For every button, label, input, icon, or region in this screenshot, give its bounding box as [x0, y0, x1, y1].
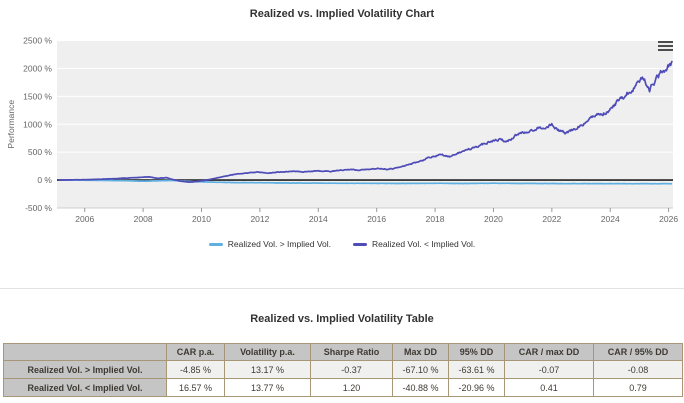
volatility-stats-table: CAR p.a. Volatility p.a. Sharpe Ratio Ma…: [3, 343, 683, 397]
row-label: Realized Vol. < Implied Vol.: [3, 378, 167, 397]
hamburger-icon: [658, 44, 673, 47]
column-header-car-pa: CAR p.a.: [166, 343, 225, 361]
y-tick-label: 1500 %: [23, 91, 52, 101]
section-divider: [0, 288, 684, 289]
column-header-car-max-dd: CAR / max DD: [504, 343, 594, 361]
cell-car-max-dd: -0.07: [504, 360, 594, 379]
legend-item-realized-lt-implied[interactable]: Realized Vol. < Implied Vol.: [353, 239, 475, 249]
legend-label: Realized Vol. < Implied Vol.: [372, 239, 476, 249]
hamburger-icon: [658, 48, 673, 51]
y-tick-label: 1000 %: [23, 119, 52, 129]
cell-max-dd: -67.10 %: [392, 360, 449, 379]
cell-max-dd: -40.88 %: [392, 378, 449, 397]
cell-volatility-pa: 13.17 %: [224, 360, 311, 379]
x-tick-label: 2014: [309, 214, 328, 224]
cell-car-pa: -4.85 %: [166, 360, 225, 379]
legend-line-swatch-icon: [208, 242, 223, 246]
x-tick-label: 2016: [367, 214, 386, 224]
x-tick-label: 2008: [134, 214, 153, 224]
table-row: Realized Vol. > Implied Vol. -4.85 % 13.…: [3, 360, 683, 379]
column-header-95-dd: 95% DD: [448, 343, 505, 361]
x-tick-label: 2026: [659, 214, 678, 224]
y-tick-label: 2000 %: [23, 63, 52, 73]
x-tick-label: 2012: [250, 214, 269, 224]
cell-volatility-pa: 13.77 %: [224, 378, 311, 397]
y-tick-label: -500 %: [25, 203, 52, 213]
chart-legend: Realized Vol. > Implied Vol. Realized Vo…: [0, 239, 684, 249]
cell-95-dd: -20.96 %: [448, 378, 505, 397]
y-tick-label: 500 %: [28, 147, 53, 157]
y-tick-label: 0 %: [37, 175, 52, 185]
hamburger-icon: [658, 40, 673, 43]
y-tick-label: 2500 %: [23, 36, 52, 46]
x-tick-label: 2006: [75, 214, 94, 224]
column-header-sharpe-ratio: Sharpe Ratio: [310, 343, 393, 361]
volatility-chart: 2500 % 2000 % 1500 % 1000 % 500 % 0 % -500 % 20…: [6, 36, 678, 225]
table-row: Realized Vol. < Implied Vol. 16.57 % 13.…: [3, 378, 683, 397]
column-header-car-95-dd: CAR / 95% DD: [593, 343, 683, 361]
table-title: Realized vs. Implied Volatility Table: [250, 313, 434, 325]
x-tick-label: 2024: [601, 214, 620, 224]
cell-car-pa: 16.57 %: [166, 378, 225, 397]
row-label: Realized Vol. > Implied Vol.: [3, 360, 167, 379]
chart-context-menu-button[interactable]: [658, 37, 676, 54]
legend-item-realized-gt-implied[interactable]: Realized Vol. > Implied Vol.: [208, 239, 331, 249]
cell-sharpe-ratio: -0.37: [310, 360, 393, 379]
table-header-row: CAR p.a. Volatility p.a. Sharpe Ratio Ma…: [3, 343, 683, 361]
cell-car-max-dd: 0.41: [504, 378, 594, 397]
x-tick-label: 2010: [192, 214, 211, 224]
column-header-empty: [3, 343, 167, 361]
cell-car-95-dd: 0.79: [593, 378, 683, 397]
x-tick-label: 2020: [484, 214, 503, 224]
cell-sharpe-ratio: 1.20: [310, 378, 393, 397]
legend-label: Realized Vol. > Implied Vol.: [227, 239, 331, 249]
x-tick-label: 2018: [426, 214, 445, 224]
legend-line-swatch-icon: [353, 242, 367, 246]
column-header-max-dd: Max DD: [392, 343, 449, 361]
series-line-realized-lt-implied[interactable]: [58, 60, 673, 184]
series-line-realized-gt-implied[interactable]: [58, 179, 673, 185]
y-axis-title: Performance: [6, 100, 16, 149]
cell-95-dd: -63.61 %: [448, 360, 505, 379]
chart-title: Realized vs. Implied Volatility Chart: [249, 8, 435, 20]
column-header-volatility-pa: Volatility p.a.: [224, 343, 311, 361]
x-tick-label: 2022: [542, 214, 561, 224]
cell-car-95-dd: -0.08: [593, 360, 683, 379]
